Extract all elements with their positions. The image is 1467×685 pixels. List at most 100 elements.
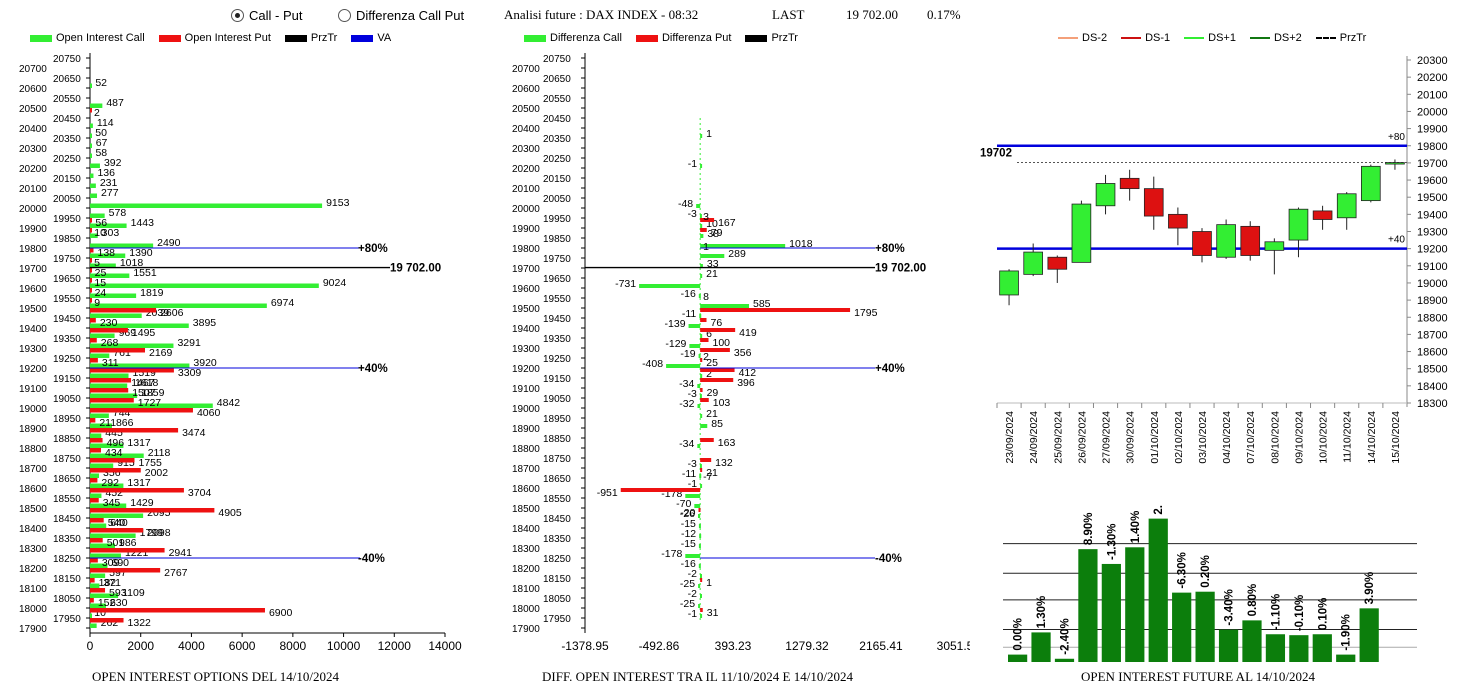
y-tick-label-left: 19350: [53, 334, 81, 345]
future-oi-label: -0.10%: [1294, 595, 1306, 631]
x-tick-label-left: 4000: [178, 639, 205, 653]
legend-ds+1: DS+1: [1184, 32, 1236, 44]
put-bar: [90, 598, 94, 603]
legend-right-prztr: PrzTr: [1315, 32, 1366, 44]
call-bar: [90, 103, 103, 108]
future-oi-label: -2.40%: [1059, 618, 1071, 654]
put-diff-bar: [700, 358, 703, 362]
y-tick-label-mid: 20150: [543, 174, 571, 185]
radio-differenza[interactable]: Differenza Call Put: [338, 8, 464, 23]
call-bar: [90, 503, 127, 508]
put-diff-bar: [700, 398, 709, 402]
future-oi-bar: [1359, 608, 1379, 662]
put-bar: [90, 458, 135, 463]
call-bar-label: 4842: [217, 397, 241, 409]
call-diff-bar-label: 85: [711, 418, 723, 430]
x-tick-label-candle: 08/10/2024: [1269, 411, 1281, 464]
radio-call-put-dot[interactable]: [231, 9, 244, 22]
put-bar: [90, 308, 157, 313]
y-tick-label-candle: 19800: [1417, 141, 1448, 153]
put-bar-label: 25: [95, 267, 107, 279]
y-tick-label-candle: 19000: [1417, 278, 1448, 290]
y-tick-label-left: 20400: [19, 124, 47, 135]
y-tick-label-left: 18100: [19, 584, 47, 595]
y-tick-label-left: 19950: [53, 214, 81, 225]
candle-body: [1264, 241, 1285, 251]
radio-call-put[interactable]: Call - Put: [231, 8, 302, 23]
put-bar: [90, 288, 92, 293]
future-oi-bar: [1148, 518, 1168, 662]
call-bar: [90, 373, 129, 378]
put-bar-label: 3309: [178, 367, 202, 379]
put-diff-bar-label: 167: [718, 217, 736, 229]
put-diff-bar: [700, 458, 712, 462]
y-tick-label-left: 19400: [19, 324, 47, 335]
candle-body: [999, 270, 1019, 296]
put-bar-label: 1727: [138, 397, 162, 409]
call-diff-bar: [696, 204, 701, 208]
call-bar-label: 578: [109, 207, 127, 219]
call-diff-bar: [697, 514, 701, 518]
y-tick-label-left: 19300: [19, 344, 47, 355]
y-tick-label-left: 18700: [19, 464, 47, 475]
put-bar-label: 268: [101, 337, 119, 349]
put-diff-bar: [700, 578, 703, 582]
x-tick-label-candle: 07/10/2024: [1245, 411, 1257, 464]
candle-body: [1361, 165, 1381, 202]
put-bar: [90, 428, 179, 433]
future-oi-label: 0.80%: [1247, 584, 1259, 617]
x-tick-label-mid: -492.86: [639, 639, 680, 653]
put-diff-bar: [700, 318, 707, 322]
x-tick-label-mid: 2165.41: [859, 639, 903, 653]
call-diff-bar: [700, 304, 750, 308]
y-tick-label-mid: 20650: [543, 74, 571, 85]
x-tick-label-candle: 15/10/2024: [1390, 411, 1402, 464]
y-tick-label-mid: 18450: [543, 514, 571, 525]
call-diff-bar: [700, 424, 708, 428]
radio-differenza-dot[interactable]: [338, 9, 351, 22]
reference-label: +40%: [358, 363, 388, 375]
call-diff-bar: [697, 384, 701, 388]
y-tick-label-left: 18750: [53, 454, 81, 465]
y-tick-label-left: 18000: [19, 604, 47, 615]
y-tick-label-mid: 19350: [543, 334, 571, 345]
future-oi-bar: [1078, 549, 1098, 662]
put-bar-label: 1618: [135, 377, 159, 389]
future-oi-bar: [1218, 629, 1239, 662]
legend-prztr: PrzTr: [284, 32, 337, 44]
x-tick-label-mid: -1378.95: [561, 639, 609, 653]
y-tick-label-mid: 20550: [543, 94, 571, 105]
put-bar: [90, 468, 141, 473]
y-tick-label-left: 18650: [53, 474, 81, 485]
call-bar: [90, 453, 144, 458]
radio-call-put-label: Call - Put: [249, 8, 303, 23]
y-tick-label-left: 19000: [19, 404, 47, 415]
put-bar: [90, 418, 96, 423]
y-tick-label-mid: 20200: [512, 164, 540, 175]
put-bar-label: 593: [109, 587, 127, 599]
last-value: 19 702.00: [846, 7, 898, 22]
y-tick-label-mid: 19600: [512, 284, 540, 295]
future-oi-bar: [1289, 635, 1309, 662]
y-tick-label-left: 18150: [53, 574, 81, 585]
y-tick-label-left: 19850: [53, 234, 81, 245]
y-tick-label-candle: 18700: [1417, 329, 1448, 341]
call-bar: [90, 313, 142, 318]
y-tick-label-mid: 19100: [512, 384, 540, 395]
candle-body: [1216, 224, 1236, 258]
call-diff-bar: [639, 284, 701, 288]
y-tick-label-left: 20050: [53, 194, 81, 205]
call-diff-bar-label: -25: [680, 578, 695, 590]
y-tick-label-left: 18400: [19, 524, 47, 535]
call-bar-label: 1551: [133, 267, 157, 279]
diff-extra-label: 3: [703, 211, 709, 223]
future-oi-label: 1.30%: [1036, 596, 1048, 629]
x-tick-label-candle: 10/10/2024: [1318, 411, 1330, 464]
call-bar-label: 6974: [271, 297, 295, 309]
x-tick-label-candle: 23/09/2024: [1004, 411, 1016, 464]
caption-middle: DIFF. OPEN INTEREST TRA IL 11/10/2024 E …: [542, 669, 853, 684]
put-bar: [90, 218, 92, 223]
y-tick-label-candle: 19900: [1417, 124, 1448, 136]
call-bar: [90, 323, 189, 328]
y-tick-label-candle: 20200: [1417, 72, 1448, 84]
